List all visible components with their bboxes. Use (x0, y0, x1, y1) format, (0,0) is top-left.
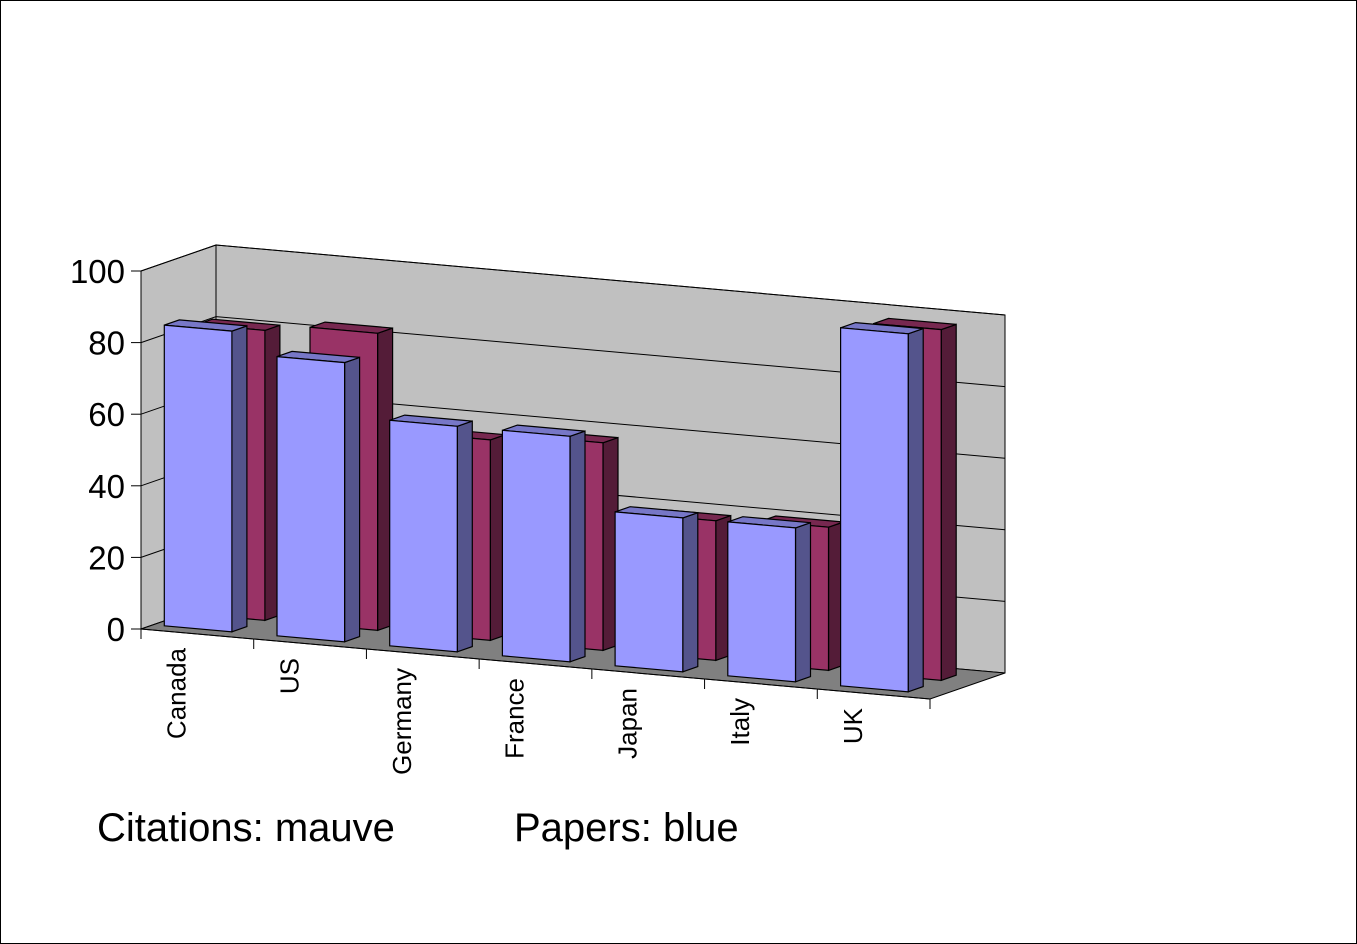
papers-bar-canada-side (231, 325, 248, 633)
chart-bars (163, 317, 957, 693)
y-tick-label: 60 (88, 396, 125, 433)
x-category-label: Japan (612, 688, 642, 759)
y-tick-label: 80 (88, 325, 125, 362)
y-tick-label: 40 (88, 468, 125, 505)
papers-caption: Papers: blue (514, 806, 739, 850)
citations-caption: Citations: mauve (97, 806, 395, 850)
x-category-label: Canada (162, 647, 192, 739)
papers-bar-france-side (569, 430, 586, 663)
papers-bar-us-front (276, 355, 346, 643)
papers-bar-us (276, 350, 361, 643)
x-category-label: France (500, 678, 530, 759)
y-tick-label: 100 (70, 253, 125, 290)
papers-bar-uk (839, 321, 924, 693)
papers-bar-germany (389, 414, 473, 653)
x-category-label: UK (838, 707, 868, 744)
x-category-label: US (274, 658, 304, 694)
papers-bar-japan-front (614, 511, 684, 673)
x-category-label: Germany (387, 668, 417, 775)
papers-bar-italy (727, 516, 812, 683)
papers-bar-italy-front (727, 521, 797, 683)
x-axis-line (140, 628, 931, 700)
citations-bar-uk-side (940, 323, 957, 682)
papers-bar-germany-side (456, 420, 473, 653)
papers-bar-japan (614, 506, 699, 673)
papers-bar-france (501, 424, 586, 663)
papers-bar-germany-front (389, 419, 458, 653)
chart-axes (131, 270, 931, 709)
x-category-label: Italy (725, 698, 755, 746)
papers-bar-japan-side (682, 511, 699, 673)
y-tick-labels: 0 20 40 60 80 100 (70, 253, 125, 648)
papers-bar-canada (163, 319, 248, 633)
papers-bar-us-side (344, 356, 361, 643)
y-tick-label: 20 (88, 539, 125, 576)
papers-bar-uk-front (839, 327, 909, 693)
papers-bar-italy-side (794, 521, 812, 683)
papers-bar-uk-side (907, 327, 924, 693)
papers-bar-canada-front (163, 324, 233, 633)
gridline (140, 244, 1006, 316)
y-tick-label: 0 (107, 611, 125, 648)
x-category-labels: Canada US Germany France Japan Italy UK (162, 647, 868, 774)
papers-bar-france-front (501, 429, 571, 663)
